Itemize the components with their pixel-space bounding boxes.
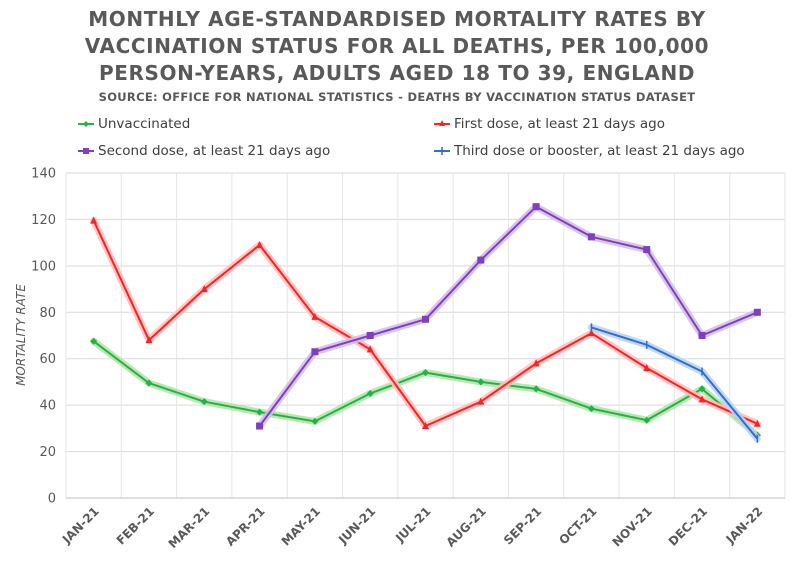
x-tick-label: JAN-21 (59, 504, 102, 547)
data-point (311, 417, 319, 425)
data-point (477, 397, 485, 405)
y-axis-ticks: 0 20 40 60 80 100 120 140 (31, 167, 56, 507)
x-tick-label: OCT-21 (556, 504, 599, 547)
data-point (587, 329, 595, 337)
data-point (753, 308, 761, 316)
data-point (698, 395, 706, 403)
y-tick-label: 100 (31, 259, 56, 274)
series-1 (90, 216, 761, 430)
data-point (90, 216, 98, 224)
chart-title-line: PERSON-YEARS, ADULTS AGED 18 TO 39, ENGL… (98, 61, 696, 85)
data-point (587, 233, 595, 241)
data-point (145, 379, 153, 387)
y-tick-label: 120 (31, 213, 56, 228)
data-point (422, 315, 429, 323)
data-point (422, 369, 429, 377)
data-point (366, 345, 374, 353)
data-point (477, 378, 485, 386)
data-point (643, 364, 651, 371)
x-tick-label: NOV-21 (610, 504, 655, 549)
series-line (258, 205, 758, 427)
data-point (532, 359, 540, 367)
x-tick-label: APR-21 (223, 504, 268, 549)
data-point (422, 422, 429, 430)
chart-title-line: MONTHLY AGE-STANDARDISED MORTALITY RATES… (88, 7, 706, 31)
series-3 (587, 323, 761, 443)
data-point (311, 312, 319, 320)
data-point (256, 422, 264, 430)
data-point (145, 336, 153, 344)
data-point (90, 337, 98, 345)
chart-title-line: VACCINATION STATUS FOR ALL DEATHS, PER 1… (84, 34, 710, 58)
data-point (698, 385, 706, 393)
x-tick-label: SEP-21 (501, 504, 544, 547)
y-axis-label: MORTALITY RATE (14, 284, 28, 386)
chart-title: MONTHLY AGE-STANDARDISED MORTALITY RATES… (0, 6, 794, 87)
x-axis-ticks: JAN-21 FEB-21 MAR-21 APR-21 MAY-21 JUN-21 JUL-… (59, 504, 765, 551)
y-tick-label: 20 (39, 445, 56, 460)
x-tick-label: MAR-21 (166, 504, 213, 551)
data-point (200, 285, 208, 293)
x-tick-label: FEB-21 (114, 504, 157, 547)
data-point (477, 256, 485, 264)
x-tick-label: JAN-22 (723, 504, 766, 547)
data-point (366, 390, 374, 398)
data-point (256, 408, 264, 416)
data-point (643, 416, 651, 424)
y-tick-label: 140 (31, 167, 56, 182)
x-tick-label: AUG-21 (444, 504, 489, 549)
x-tick-label: JUN-21 (335, 504, 378, 547)
y-tick-label: 40 (39, 399, 56, 414)
y-tick-label: 60 (39, 352, 56, 367)
y-tick-label: 80 (39, 306, 56, 321)
data-point (643, 246, 651, 254)
series-layer (90, 203, 761, 443)
data-point (532, 203, 540, 211)
y-tick-label: 0 (48, 492, 56, 507)
data-point (200, 398, 208, 406)
series-2 (256, 203, 761, 430)
data-point (532, 385, 540, 393)
data-point (311, 348, 319, 356)
data-point (698, 332, 706, 339)
x-tick-label: MAY-21 (279, 504, 323, 548)
data-point (366, 332, 374, 339)
x-tick-label: JUL-21 (392, 504, 433, 545)
series-line (591, 326, 759, 440)
gridlines (65, 172, 786, 499)
data-point (587, 405, 595, 413)
x-tick-label: DEC-21 (666, 504, 710, 548)
series-0 (90, 337, 761, 439)
data-point (256, 240, 264, 248)
chart-subtitle: SOURCE: OFFICE FOR NATIONAL STATISTICS -… (98, 90, 696, 104)
data-point (753, 419, 761, 427)
